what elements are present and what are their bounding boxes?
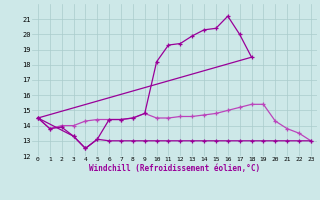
X-axis label: Windchill (Refroidissement éolien,°C): Windchill (Refroidissement éolien,°C) — [89, 164, 260, 173]
